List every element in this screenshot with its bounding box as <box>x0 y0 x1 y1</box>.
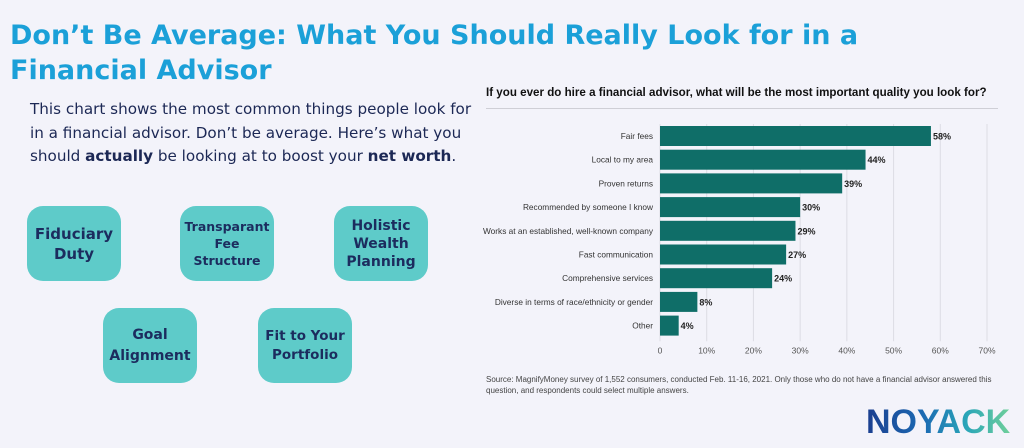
category-label: Fair fees <box>621 131 653 141</box>
bar <box>660 268 773 289</box>
pill-fit-portfolio-label: Fit to Your Portfolio <box>265 327 345 363</box>
source-note: Source: MagnifyMoney survey of 1,552 con… <box>486 375 992 395</box>
pill-transparent-fee: Transparant Fee Structure <box>180 206 274 281</box>
pill-holistic-wealth-label: Holistic Wealth Planning <box>346 217 416 270</box>
intro-paragraph: This chart shows the most common things … <box>30 98 475 169</box>
category-label: Local to my area <box>592 155 654 165</box>
x-tick-label: 70% <box>978 345 995 355</box>
data-label: 30% <box>802 203 820 213</box>
data-label: 27% <box>788 250 806 260</box>
bar <box>660 220 796 241</box>
data-label: 8% <box>699 297 712 307</box>
category-label: Works at an established, well-known comp… <box>483 226 654 236</box>
bar <box>660 244 787 265</box>
x-tick-label: 40% <box>838 345 855 355</box>
pill-fit-portfolio: Fit to Your Portfolio <box>258 308 352 383</box>
intro-text-3: . <box>451 147 457 165</box>
x-tick-label: 0 <box>658 345 663 355</box>
category-label: Recommended by someone I know <box>523 202 654 212</box>
bar <box>660 149 866 170</box>
pill-goal-alignment-label: Goal Alignment <box>109 326 191 364</box>
category-label: Proven returns <box>599 178 653 188</box>
noyack-logo: NOYACK <box>866 403 1011 441</box>
category-label: Diverse in terms of race/ethnicity or ge… <box>495 297 653 307</box>
bar <box>660 197 801 218</box>
data-label: 29% <box>797 226 815 236</box>
tick-layer: 0 10% 20% 30% 40% 50% 60% 70% <box>658 345 996 355</box>
label-layer: Fair fees 58% Local to my area 44% Proven re… <box>483 131 951 331</box>
bar <box>660 315 679 336</box>
x-tick-label: 10% <box>698 345 715 355</box>
intro-text-1: This chart shows the most common things … <box>30 100 472 165</box>
data-label: 4% <box>681 321 694 331</box>
data-label: 58% <box>933 132 951 142</box>
bar <box>660 126 931 146</box>
page-title: Don’t Be Average: What You Should Really… <box>10 20 859 86</box>
data-label: 24% <box>774 274 792 284</box>
intro-bold-net-worth: net worth <box>367 147 452 165</box>
pill-holistic-wealth: Holistic Wealth Planning <box>334 206 428 281</box>
category-label: Comprehensive services <box>562 273 653 283</box>
intro-text-2: be looking at to boost your <box>153 147 368 165</box>
bar <box>660 291 698 312</box>
category-label: Other <box>632 321 653 331</box>
bar <box>660 173 843 194</box>
pill-goal-alignment: Goal Alignment <box>103 308 197 383</box>
bar-chart: Fair fees 58% Local to my area 44% Proven re… <box>483 124 996 355</box>
pill-transparent-fee-label: Transparant Fee Structure <box>184 219 270 268</box>
intro-bold-actually: actually <box>85 147 154 165</box>
pill-fiduciary-duty-label: Fiduciary Duty <box>34 224 114 263</box>
x-tick-label: 20% <box>745 345 762 355</box>
x-tick-label: 60% <box>932 345 949 355</box>
data-label: 39% <box>844 179 862 189</box>
category-label: Fast communication <box>579 250 654 260</box>
pill-fiduciary-duty: Fiduciary Duty <box>27 206 121 281</box>
x-tick-label: 30% <box>792 345 809 355</box>
bar-layer <box>660 126 931 336</box>
x-tick-label: 50% <box>885 345 902 355</box>
data-label: 44% <box>868 155 886 165</box>
chart-title: If you ever do hire a financial advisor,… <box>486 86 987 99</box>
chart-title-divider <box>486 108 998 109</box>
